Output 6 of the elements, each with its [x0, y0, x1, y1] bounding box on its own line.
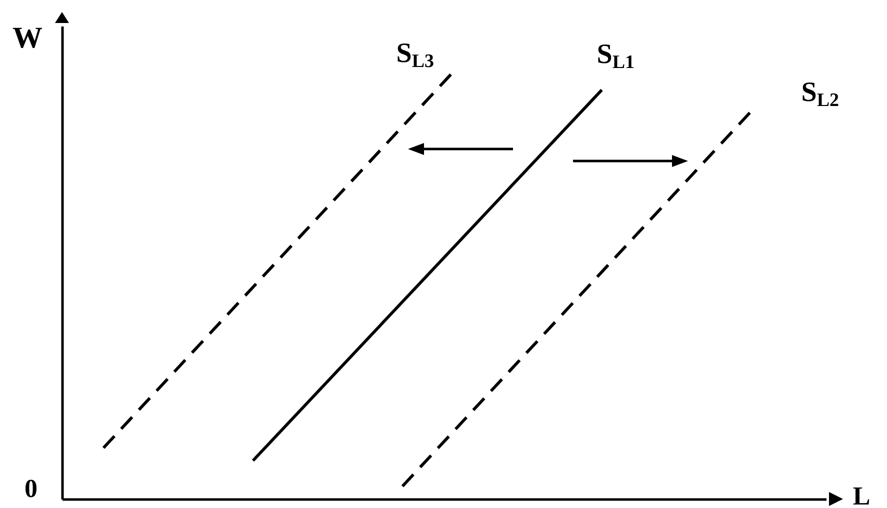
y-axis-title: W — [12, 22, 42, 54]
series-label: S$_{L1}$ — [596, 38, 635, 73]
series-label: S$_{L3}$ — [396, 38, 434, 72]
series-label: S$_{L2}$ — [801, 77, 840, 112]
text: 0 — [24, 474, 38, 503]
x-axis-title: L — [852, 482, 870, 508]
